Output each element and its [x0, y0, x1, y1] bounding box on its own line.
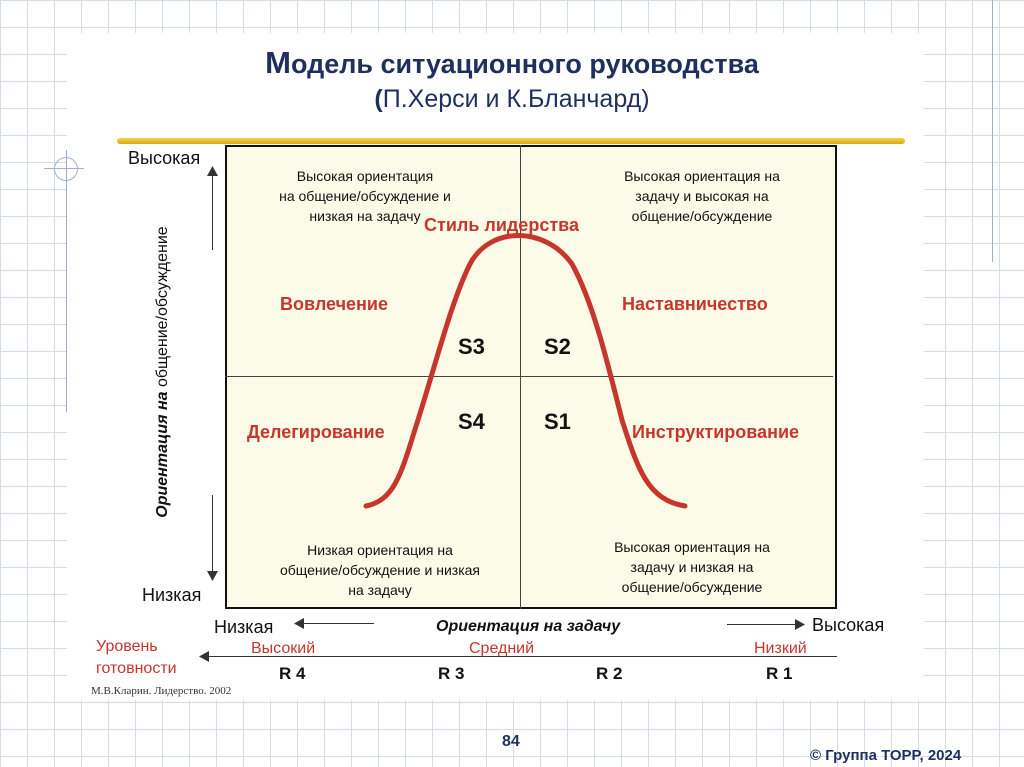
style-code-s2: S2 — [544, 334, 571, 359]
x-axis-arrow-right — [727, 624, 797, 625]
readiness-code-r3: R 3 — [438, 664, 465, 683]
arrow-down-icon — [207, 571, 218, 581]
y-axis-low-label: Низкая — [142, 585, 202, 605]
readiness-code-r1: R 1 — [766, 664, 793, 683]
quadrant-bottom-left-description: Низкая ориентация на общение/обсуждение … — [279, 542, 480, 598]
quadrant-top-left-description: Высокая ориентация на общение/обсуждение… — [279, 168, 451, 224]
arrow-up-icon — [207, 166, 218, 176]
readiness-arrow-left-icon — [199, 651, 209, 662]
readiness-level-medium: Средний — [469, 640, 535, 657]
arrow-right-icon — [795, 619, 805, 630]
source-credit: М.В.Кларин. Лидерство. 2002 — [91, 685, 232, 697]
style-label-involvement: Вовлечение — [280, 294, 388, 314]
decor-line-left — [66, 150, 67, 412]
quadrant-divider-horizontal — [225, 376, 833, 377]
page-title: Модель ситуационного руководства — [265, 45, 759, 80]
readiness-code-r2: R 2 — [596, 664, 623, 683]
quadrant-grid — [225, 145, 837, 609]
decor-circle-line — [44, 168, 84, 169]
readiness-arrow-line — [205, 656, 837, 657]
page-subtitle: (П.Херси и К.Бланчард) — [374, 85, 650, 113]
curve-label: Стиль лидерства — [424, 215, 579, 235]
copyright-notice: © Группа ТОРР, 2024 — [810, 747, 962, 764]
quadrant-divider-vertical — [520, 145, 521, 609]
decor-line-right — [992, 0, 993, 262]
x-axis-high-label: Высокая — [812, 615, 885, 635]
quadrant-bottom-right-description: Высокая ориентация на задачу и низкая на… — [614, 539, 770, 595]
y-axis-title: Ориентация на общение/обсуждение — [154, 226, 171, 518]
style-label-delegating: Делегирование — [247, 422, 385, 442]
x-axis-arrow-left — [300, 623, 374, 624]
readiness-level-high: Высокий — [251, 640, 316, 657]
y-axis-arrow-up — [212, 172, 213, 250]
readiness-level-low: Низкий — [754, 640, 807, 657]
arrow-left-icon — [294, 618, 304, 629]
decor-circle-icon — [54, 157, 78, 181]
quadrant-top-right-description: Высокая ориентация на задачу и высокая н… — [624, 168, 780, 224]
x-axis-title: Ориентация на задачу — [436, 618, 621, 635]
y-axis-arrow-down — [212, 495, 213, 573]
title-underline — [117, 138, 905, 144]
y-axis-high-label: Высокая — [128, 148, 201, 168]
x-axis-low-label: Низкая — [214, 617, 274, 637]
style-code-s3: S3 — [458, 334, 485, 359]
readiness-label: Уровень готовности — [96, 638, 177, 677]
style-code-s1: S1 — [544, 409, 571, 434]
style-code-s4: S4 — [458, 409, 485, 434]
page-number: 84 — [502, 733, 520, 750]
style-label-coaching: Наставничество — [622, 294, 768, 314]
style-label-directing: Инструктирование — [632, 422, 800, 442]
readiness-code-r4: R 4 — [279, 664, 306, 683]
